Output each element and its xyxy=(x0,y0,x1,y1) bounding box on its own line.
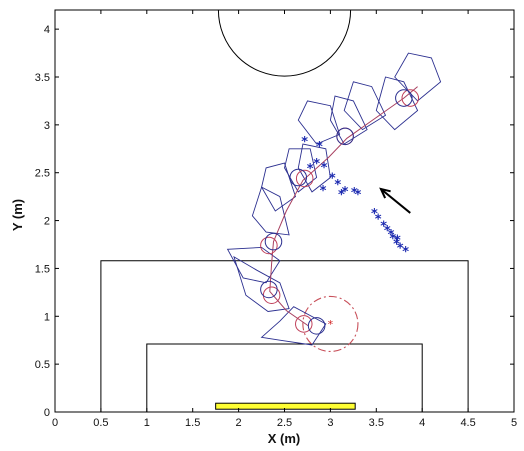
robot-circle-blue xyxy=(336,127,354,146)
ball-mark: * xyxy=(388,228,395,243)
robot-outline xyxy=(260,306,327,346)
target-circle xyxy=(302,295,359,353)
y-tick-label: 3.5 xyxy=(35,72,50,84)
robot-outline xyxy=(394,52,442,102)
ball-mark: * xyxy=(351,186,358,201)
x-tick-label: 1.5 xyxy=(185,417,200,429)
x-tick-label: 3 xyxy=(327,417,333,429)
ball-mark: * xyxy=(320,184,327,199)
robot-outline xyxy=(375,76,419,131)
target-center-marker: * xyxy=(328,318,334,331)
robot-outline xyxy=(329,95,368,145)
robot-outline xyxy=(233,255,290,312)
ball-mark: * xyxy=(307,162,314,177)
robot-circle-blue xyxy=(395,89,413,107)
ball-mark: * xyxy=(313,157,320,172)
ball-mark: * xyxy=(342,185,349,200)
x-tick-label: 4 xyxy=(419,417,425,429)
y-tick-label: 2.5 xyxy=(35,168,50,180)
penalty-area-outer xyxy=(100,260,469,412)
y-tick-label: 0.5 xyxy=(35,359,50,371)
plot-area xyxy=(54,9,515,413)
goal-area-inner xyxy=(146,343,423,412)
axis-ticks: 0 0.5 1 1.5 2 2.5 3 3.5 4 4.5 5 0 0.5 1 1.5 2 2.5 3 3.5 4 xyxy=(35,10,517,429)
x-axis-label: X (m) xyxy=(268,431,301,446)
robot-circle-red xyxy=(295,169,314,188)
ball-mark: * xyxy=(301,135,308,150)
y-tick-label: 4 xyxy=(44,24,50,36)
robot-circle-red xyxy=(401,89,420,107)
ball-mark: * xyxy=(394,234,401,249)
x-tick-label: 0 xyxy=(52,417,58,429)
ball-mark: * xyxy=(338,188,345,203)
robot-circle-red xyxy=(295,315,313,333)
robot-outline xyxy=(226,246,281,284)
ball-mark: * xyxy=(389,232,396,247)
ball-mark: * xyxy=(393,238,400,253)
robot-circle-red xyxy=(260,236,278,255)
center-circle xyxy=(217,10,352,77)
ball-mark: * xyxy=(402,245,409,260)
ball-mark: * xyxy=(375,213,382,228)
plot-content: ** ** * *** * *********** ** * xyxy=(100,10,469,412)
direction-arrow-shaft xyxy=(380,188,411,214)
robot-circle-blue xyxy=(307,317,326,335)
x-tick-label: 3.5 xyxy=(369,417,384,429)
robot-outline xyxy=(297,143,331,193)
goal-bar xyxy=(215,402,356,410)
x-tick-label: 2 xyxy=(236,417,242,429)
ball-mark: * xyxy=(329,172,336,187)
ball-mark: * xyxy=(397,241,404,256)
ball-mark: * xyxy=(380,219,387,234)
robot-outline xyxy=(284,148,318,193)
x-tick-label: 0.5 xyxy=(93,417,108,429)
trajectory-line xyxy=(269,86,418,327)
ball-mark: * xyxy=(355,188,362,203)
y-axis-label: Y (m) xyxy=(10,199,25,231)
x-tick-label: 2.5 xyxy=(277,417,292,429)
robot-circle-blue xyxy=(264,232,283,251)
ball-mark: * xyxy=(321,161,328,176)
x-tick-label: 5 xyxy=(511,417,517,429)
y-tick-label: 1.5 xyxy=(35,263,50,275)
y-tick-label: 2 xyxy=(44,216,50,228)
x-tick-label: 4.5 xyxy=(460,417,475,429)
ball-mark: * xyxy=(334,178,341,193)
plot-clipped-group: ** ** * *** * *********** ** * xyxy=(100,10,469,412)
robot-circle-blue xyxy=(260,280,278,299)
ball-mark: * xyxy=(371,207,378,222)
robot-outline xyxy=(297,100,341,145)
direction-arrow-head xyxy=(379,187,391,199)
ball-mark: * xyxy=(384,224,391,239)
y-tick-label: 0 xyxy=(44,407,50,419)
robot-circle-blue xyxy=(289,168,308,187)
x-tick-label: 1 xyxy=(144,417,150,429)
y-tick-label: 3 xyxy=(44,120,50,132)
y-tick-label: 1 xyxy=(44,311,50,323)
ball-mark: * xyxy=(316,140,323,155)
